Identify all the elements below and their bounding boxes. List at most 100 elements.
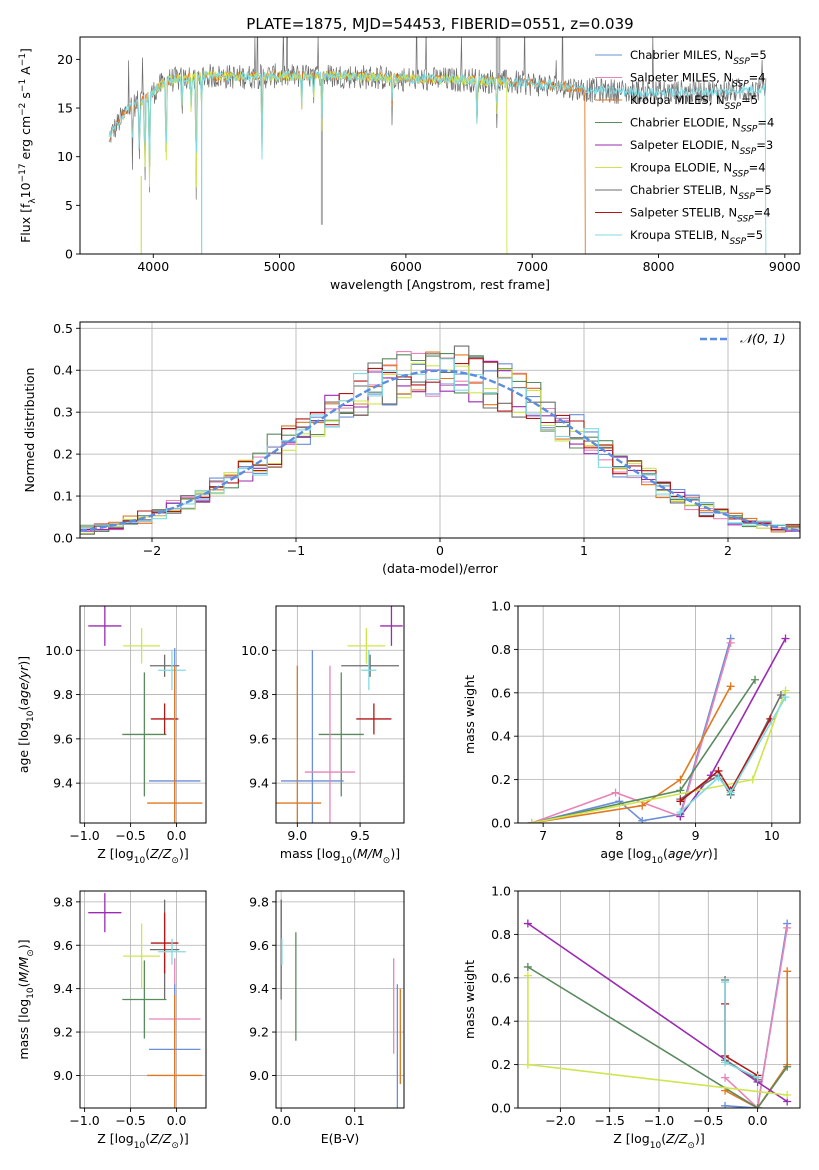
x-tick-label: −0.5 (115, 1113, 145, 1128)
x-tick-label: 9.5 (350, 828, 370, 843)
x-tick-label: 0.0 (167, 828, 187, 843)
marker-kroupa-stelib (676, 808, 685, 817)
x-tick-label: −1.5 (595, 1113, 625, 1128)
x-axis-label: (data-model)/error (382, 561, 499, 576)
x-axis-label: age [log10(age/yr)] (600, 846, 717, 866)
y-tick-label: 9.2 (249, 1025, 269, 1040)
line-salpeter-stelib (679, 718, 771, 802)
y-tick-label: 9.0 (53, 1068, 73, 1083)
x-tick-label: 0 (436, 543, 444, 558)
y-tick-label: 10.0 (241, 643, 269, 658)
axes-frame (517, 605, 801, 824)
x-tick-label: 8000 (643, 259, 675, 274)
y-axis-label: age [log10(age/yr)] (16, 656, 36, 773)
panel-age_vs_mass: 9.0 9.5 9.4 9.6 9.8 10.0 mass [log10(M/M⊙)] (241, 605, 405, 866)
legend-label-normal: 𝒩(0, 1) (740, 331, 786, 346)
marker-salpeter-miles (783, 923, 792, 932)
y-tick-label: 0.2 (491, 1057, 511, 1072)
x-tick-label: −1.0 (69, 1113, 99, 1128)
y-tick-label: 9.0 (249, 1068, 269, 1083)
plot-area-residuals (80, 345, 800, 536)
y-tick-label: 9.4 (53, 981, 73, 996)
x-tick-label: −2 (143, 543, 161, 558)
panel-mass_vs_Z: −1.0 −0.5 0.0 9.0 9.2 9.4 9.6 9.8 Z [log10(Z/Z⊙)… (16, 890, 207, 1151)
y-tick-label: 0.6 (491, 685, 511, 700)
x-tick-label: 10 (764, 828, 780, 843)
marker-kroupa-stelib (714, 773, 723, 782)
marker-kroupa-miles (676, 775, 685, 784)
marker-kroupa-elodie (523, 1060, 532, 1069)
y-tick-label: 9.4 (249, 981, 269, 996)
x-tick-label: −2.0 (545, 1113, 575, 1128)
x-tick-label: −0.5 (693, 1113, 723, 1128)
y-tick-label: 0.4 (491, 729, 511, 744)
marker-kroupa-elodie (748, 775, 757, 784)
marker-kroupa-miles (638, 801, 647, 810)
marker-salpeter-elodie (781, 634, 790, 643)
y-axis-label: mass weight (462, 675, 477, 754)
y-tick-label: 0 (65, 247, 73, 262)
marker-kroupa-stelib (781, 693, 790, 702)
x-tick-label: −1.0 (69, 828, 99, 843)
y-tick-label: 9.6 (249, 731, 269, 746)
y-tick-label: 9.8 (53, 894, 73, 909)
axes-frame (275, 890, 405, 1109)
x-axis-label: E(B-V) (321, 1131, 360, 1146)
y-tick-label: 10.0 (45, 643, 73, 658)
figure-title: PLATE=1875, MJD=54453, FIBERID=0551, z=0… (246, 15, 633, 33)
x-tick-label: −0.5 (115, 828, 145, 843)
y-axis-label: Flux [fλ10−17 erg cm−2 s−1 A−1] (18, 48, 38, 243)
line-salpeter-miles (724, 927, 788, 1108)
y-tick-label: 9.6 (53, 731, 73, 746)
x-tick-label: 4000 (137, 259, 169, 274)
marker-chabrier-elodie (783, 1062, 792, 1071)
y-tick-label: 9.8 (249, 687, 269, 702)
plot-area-mass_weight_vs_Z (523, 919, 792, 1108)
marker-salpeter-elodie (523, 919, 532, 928)
x-tick-label: 0.0 (167, 1113, 187, 1128)
legend-label: Chabrier ELODIE, NSSP=4 (630, 116, 774, 135)
panel-spectrum: 4000 5000 6000 7000 8000 9000 0 5 10 15 20 waveleng… (18, 36, 801, 292)
plot-area-age_vs_mass (276, 606, 403, 823)
marker-chabrier-miles (638, 816, 647, 823)
plot-area-age_vs_Z (88, 606, 203, 823)
y-tick-label: 0.1 (53, 489, 73, 504)
x-tick-label: 1 (580, 543, 588, 558)
y-tick-label: 0.2 (491, 772, 511, 787)
x-tick-label: 9000 (769, 259, 801, 274)
y-axis-label: mass [log10(M/M⊙)] (16, 939, 36, 1059)
y-tick-label: 0.5 (53, 321, 73, 336)
line-kroupa-stelib (679, 696, 787, 813)
legend-label: Salpeter MILES, NSSP=4 (630, 71, 766, 90)
y-tick-label: 15 (57, 101, 73, 116)
marker-kroupa-elodie (783, 1090, 792, 1099)
y-tick-label: 9.8 (249, 894, 269, 909)
x-tick-label: −1.0 (644, 1113, 674, 1128)
plot-area-mass_weight_vs_age (527, 634, 790, 823)
y-tick-label: 0.4 (491, 1014, 511, 1029)
x-tick-label: 9.0 (287, 828, 307, 843)
y-tick-label: 0.4 (53, 363, 73, 378)
marker-salpeter-miles (611, 788, 620, 797)
y-tick-label: 9.6 (53, 938, 73, 953)
x-axis-label: Z [log10(Z/Z⊙)] (97, 846, 188, 866)
marker-chabrier-stelib (776, 690, 785, 699)
y-tick-label: 0.8 (491, 927, 511, 942)
axes-frame (79, 890, 207, 1109)
legend-label: Chabrier MILES, NSSP=5 (630, 48, 767, 67)
x-tick-label: −1 (287, 543, 305, 558)
marker-kroupa-elodie (523, 971, 532, 980)
legend-label: Salpeter STELIB, NSSP=4 (630, 206, 771, 225)
marker-salpeter-stelib (676, 797, 685, 806)
legend-label: Kroupa ELODIE, NSSP=4 (630, 161, 766, 180)
y-tick-label: 9.4 (249, 776, 269, 791)
panel-mass_vs_EBV: 0.0 0.1 9.0 9.2 9.4 9.6 9.8 E(B-V) (249, 890, 405, 1146)
line-kroupa-miles (531, 685, 732, 823)
marker-kroupa-stelib (721, 978, 730, 987)
panel-mass_weight_vs_age: 7 8 9 10 0.0 0.2 0.4 0.6 0.8 1.0 age [log10(age/yr… (462, 599, 801, 866)
y-tick-label: 10 (57, 149, 73, 164)
y-tick-label: 1.0 (491, 884, 511, 899)
marker-kroupa-stelib (721, 1058, 730, 1067)
y-tick-label: 9.4 (53, 776, 73, 791)
y-tick-label: 1.0 (491, 599, 511, 614)
